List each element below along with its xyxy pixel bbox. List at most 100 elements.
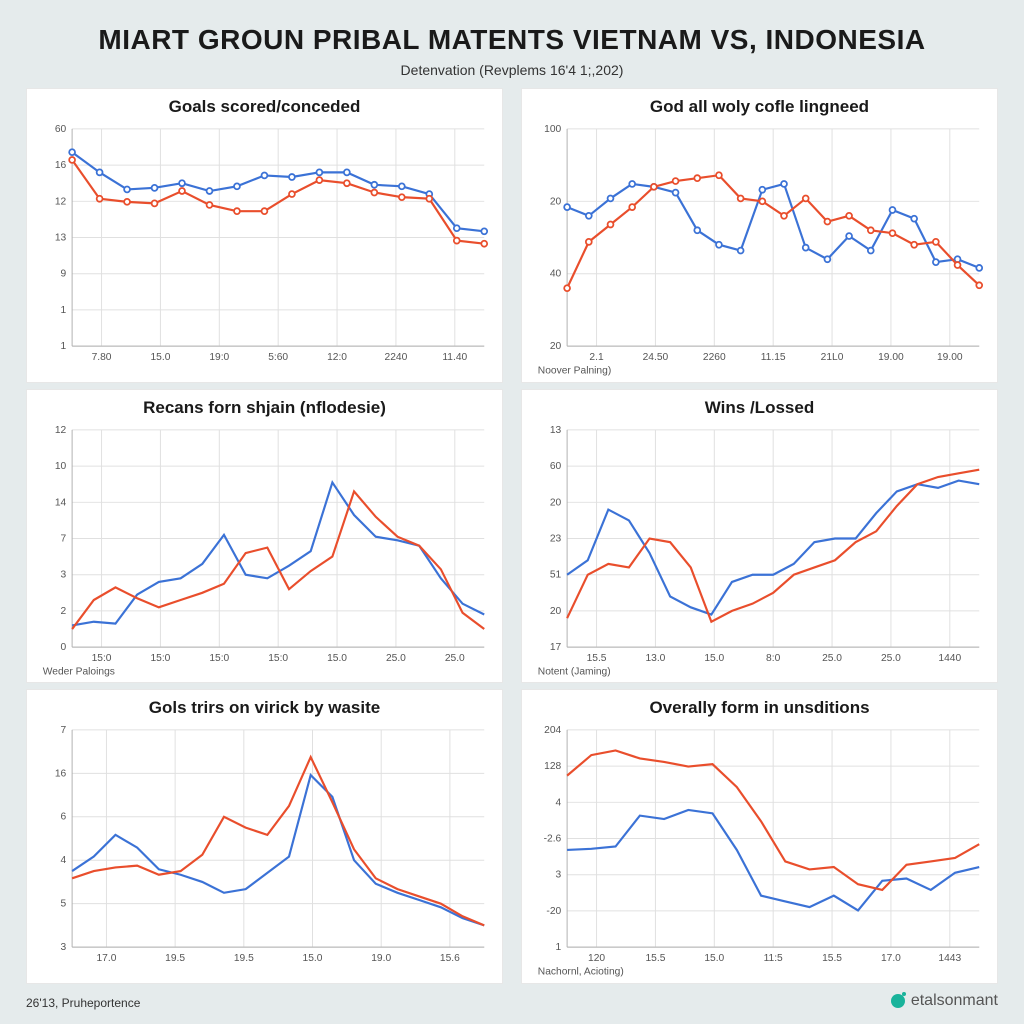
chart-grid: Goals scored/conceded601612139117.8015.0… [26, 88, 998, 984]
main-title: MIART GROUN PRIBAL MATENTS VIETNAM VS, I… [26, 24, 998, 56]
svg-text:17: 17 [550, 642, 562, 653]
svg-text:13: 13 [55, 232, 67, 243]
svg-text:100: 100 [544, 124, 561, 135]
svg-text:15.0: 15.0 [704, 653, 724, 664]
chart-body: 100 20 40 20 2.1 24.50 2260 11.15 21L0 19.00 19.00… [522, 119, 997, 382]
svg-text:19:0: 19:0 [209, 352, 229, 363]
svg-text:25.0: 25.0 [822, 653, 842, 664]
chart-card-2: Recans forn shjain (nflodesie)1210147320… [26, 389, 503, 684]
svg-text:11.40: 11.40 [442, 352, 467, 363]
svg-text:15:0: 15:0 [92, 653, 112, 664]
footer: 26'13, Pruheportence etalsonmant [26, 992, 998, 1010]
svg-text:20: 20 [550, 605, 562, 616]
svg-text:17.0: 17.0 [881, 953, 901, 964]
svg-text:40: 40 [550, 269, 562, 280]
svg-text:13.0: 13.0 [645, 653, 665, 664]
svg-text:Notent (Jaming): Notent (Jaming) [538, 666, 611, 677]
chart-title: Wins /Lossed [522, 398, 997, 418]
svg-text:7: 7 [61, 533, 67, 544]
svg-text:204: 204 [544, 725, 561, 736]
svg-text:3: 3 [61, 569, 67, 580]
svg-text:23: 23 [550, 533, 562, 544]
chart-svg: 2041284-2.63-20112015.515.011:515.517.01… [530, 724, 989, 981]
svg-text:15.0: 15.0 [704, 953, 724, 964]
svg-text:25.0: 25.0 [445, 653, 465, 664]
svg-text:7.80: 7.80 [92, 352, 112, 363]
chart-svg: 12 10 14 7 3 2 0 15:0 15:0 15:0 15:0 15.0 25.0 25.0 We… [35, 424, 494, 681]
svg-text:4: 4 [61, 855, 67, 866]
svg-text:1: 1 [61, 341, 67, 352]
svg-text:19.0: 19.0 [371, 953, 391, 964]
svg-text:21L0: 21L0 [821, 352, 844, 363]
brand-icon [891, 994, 905, 1008]
svg-text:15:0: 15:0 [209, 653, 229, 664]
svg-text:15:0: 15:0 [150, 653, 170, 664]
chart-title: Goals scored/conceded [27, 97, 502, 117]
svg-text:20: 20 [550, 196, 562, 207]
svg-text:15.0: 15.0 [327, 653, 347, 664]
chart-svg: 601612139117.8015.019:05:6012:0224011.40 [35, 123, 494, 380]
svg-text:5:60: 5:60 [268, 352, 288, 363]
svg-text:2260: 2260 [703, 352, 726, 363]
chart-body: 2041284-2.63-20112015.515.011:515.517.01… [522, 720, 997, 983]
chart-card-3: Wins /Lossed1360202351201715.513.015.08:… [521, 389, 998, 684]
svg-text:12:0: 12:0 [327, 352, 347, 363]
svg-text:-2.6: -2.6 [544, 834, 562, 845]
svg-text:19.00: 19.00 [878, 352, 904, 363]
svg-text:20: 20 [550, 341, 562, 352]
svg-text:9: 9 [61, 269, 67, 280]
svg-text:2: 2 [61, 605, 67, 616]
svg-text:15.5: 15.5 [822, 953, 842, 964]
brand: etalsonmant [891, 992, 998, 1010]
svg-text:15.5: 15.5 [587, 653, 607, 664]
svg-text:6: 6 [61, 812, 67, 823]
svg-text:16: 16 [55, 160, 67, 171]
svg-text:12: 12 [55, 424, 67, 435]
chart-card-4: Gols trirs on virick by wasite716645317.… [26, 689, 503, 984]
chart-body: 12 10 14 7 3 2 0 15:0 15:0 15:0 15:0 15.0 25.0 25.0 We… [27, 420, 502, 683]
svg-text:Noover Palning): Noover Palning) [538, 366, 611, 377]
svg-text:25.0: 25.0 [881, 653, 901, 664]
svg-text:60: 60 [55, 124, 67, 135]
svg-text:1: 1 [556, 942, 562, 953]
svg-text:120: 120 [588, 953, 605, 964]
chart-body: 601612139117.8015.019:05:6012:0224011.40 [27, 119, 502, 382]
svg-text:0: 0 [61, 642, 67, 653]
svg-text:15.5: 15.5 [645, 953, 665, 964]
svg-text:25.0: 25.0 [386, 653, 406, 664]
svg-text:15:0: 15:0 [268, 653, 288, 664]
chart-card-0: Goals scored/conceded601612139117.8015.0… [26, 88, 503, 383]
svg-text:2240: 2240 [385, 352, 408, 363]
svg-text:1440: 1440 [938, 653, 961, 664]
footer-left-text: 26'13, Pruheportence [26, 996, 140, 1010]
svg-text:15.0: 15.0 [150, 352, 170, 363]
svg-text:15.0: 15.0 [303, 953, 323, 964]
chart-title: Overally form in unsditions [522, 698, 997, 718]
svg-text:10: 10 [55, 461, 67, 472]
svg-text:19.5: 19.5 [234, 953, 254, 964]
chart-svg: 100 20 40 20 2.1 24.50 2260 11.15 21L0 19.00 19.00… [530, 123, 989, 380]
svg-text:19.00: 19.00 [937, 352, 963, 363]
svg-text:24.50: 24.50 [643, 352, 669, 363]
svg-text:Nachornl, Acioting): Nachornl, Acioting) [538, 967, 624, 978]
svg-text:11.15: 11.15 [761, 352, 786, 363]
svg-text:4: 4 [556, 798, 562, 809]
svg-text:51: 51 [550, 569, 562, 580]
svg-text:Weder Paloings: Weder Paloings [43, 666, 115, 677]
brand-name: etalsonmant [911, 992, 998, 1010]
svg-text:16: 16 [55, 769, 67, 780]
svg-text:7: 7 [61, 725, 67, 736]
svg-text:-20: -20 [546, 906, 561, 917]
chart-card-5: Overally form in unsditions2041284-2.63-… [521, 689, 998, 984]
subtitle: Detenvation (Revplems 16'4 1;,202) [26, 62, 998, 78]
svg-text:13: 13 [550, 424, 562, 435]
svg-text:5: 5 [61, 899, 67, 910]
svg-text:14: 14 [55, 497, 67, 508]
chart-body: 1360202351201715.513.015.08:025.025.0144… [522, 420, 997, 683]
svg-text:8:0: 8:0 [766, 653, 781, 664]
svg-text:2.1: 2.1 [589, 352, 604, 363]
chart-body: 716645317.019.519.515.019.015.6 [27, 720, 502, 983]
svg-text:60: 60 [550, 461, 562, 472]
chart-title: Gols trirs on virick by wasite [27, 698, 502, 718]
svg-text:1443: 1443 [938, 953, 961, 964]
